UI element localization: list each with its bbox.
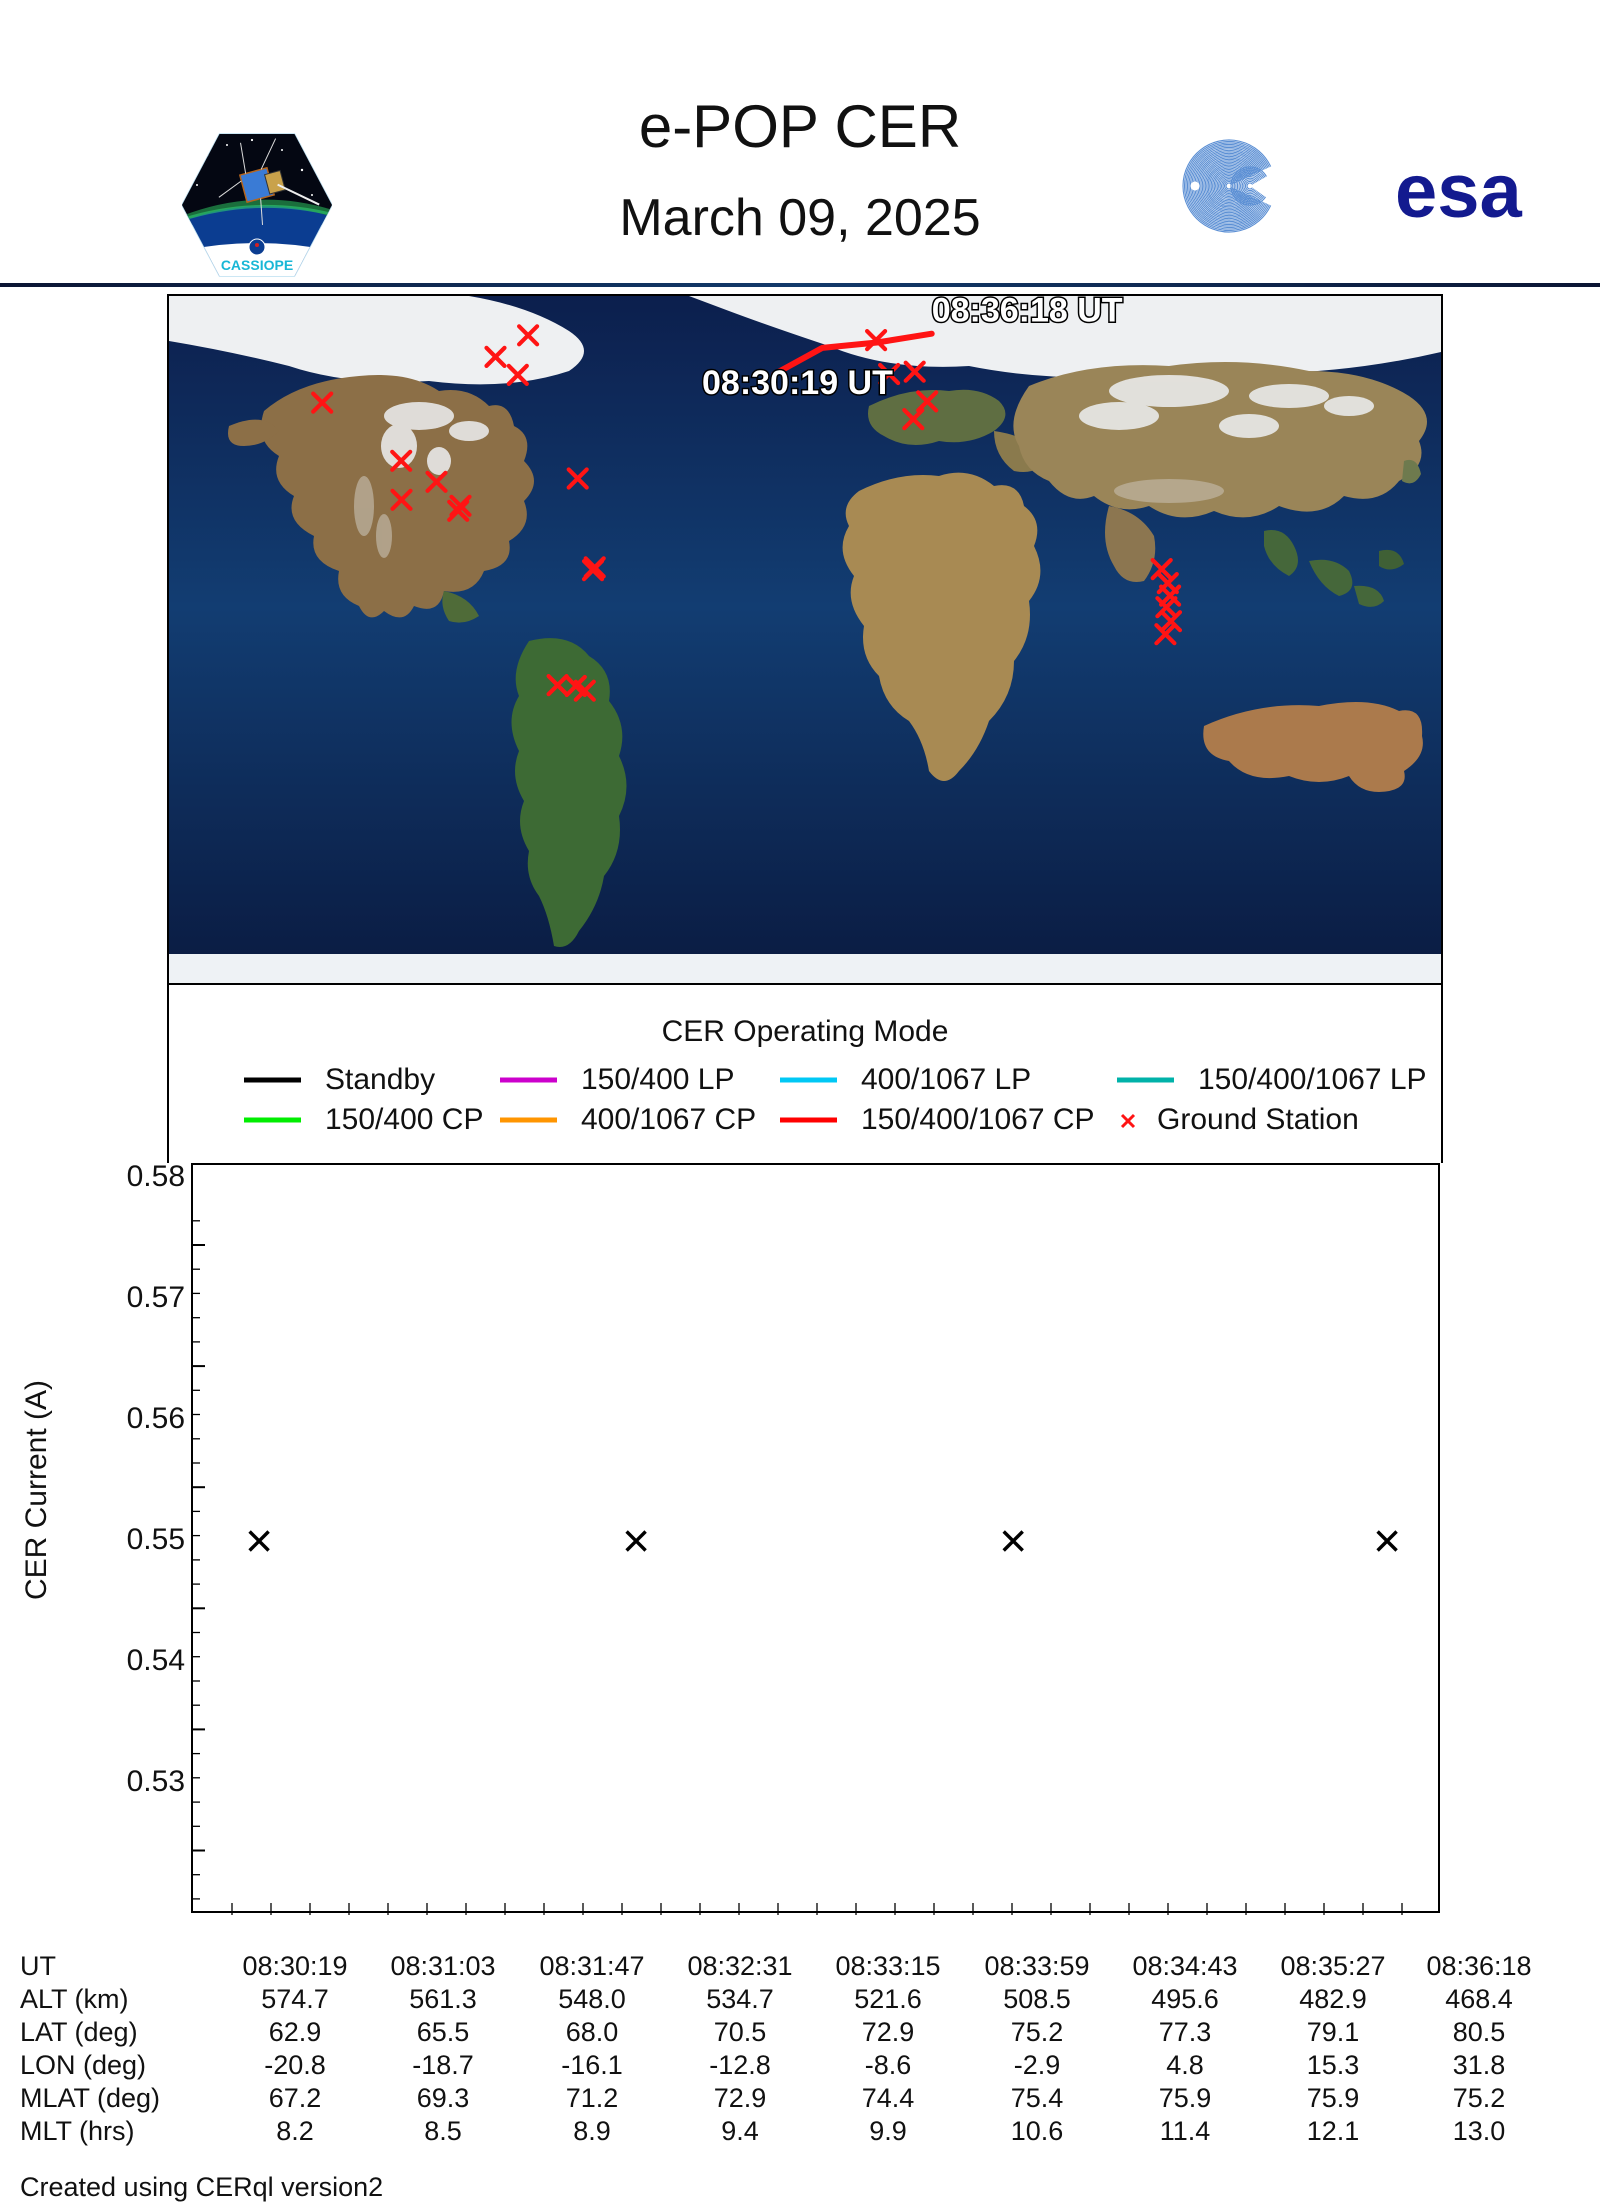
- svg-text:400/1067 CP: 400/1067 CP: [581, 1103, 756, 1136]
- svg-text:400/1067 LP: 400/1067 LP: [861, 1063, 1031, 1096]
- svg-text:150/400 LP: 150/400 LP: [581, 1063, 734, 1096]
- svg-text:08:30:19 UT: 08:30:19 UT: [702, 364, 893, 402]
- svg-text:Ground Station: Ground Station: [1157, 1103, 1359, 1136]
- svg-text:esa: esa: [1395, 149, 1523, 234]
- svg-text:150/400/1067 CP: 150/400/1067 CP: [861, 1103, 1095, 1136]
- svg-text:CASSIOPE: CASSIOPE: [221, 257, 293, 273]
- svg-text:08:36:18 UT: 08:36:18 UT: [932, 296, 1123, 330]
- svg-text:Standby: Standby: [325, 1063, 435, 1096]
- svg-text:150/400 CP: 150/400 CP: [325, 1103, 483, 1136]
- svg-text:150/400/1067 LP: 150/400/1067 LP: [1198, 1063, 1427, 1096]
